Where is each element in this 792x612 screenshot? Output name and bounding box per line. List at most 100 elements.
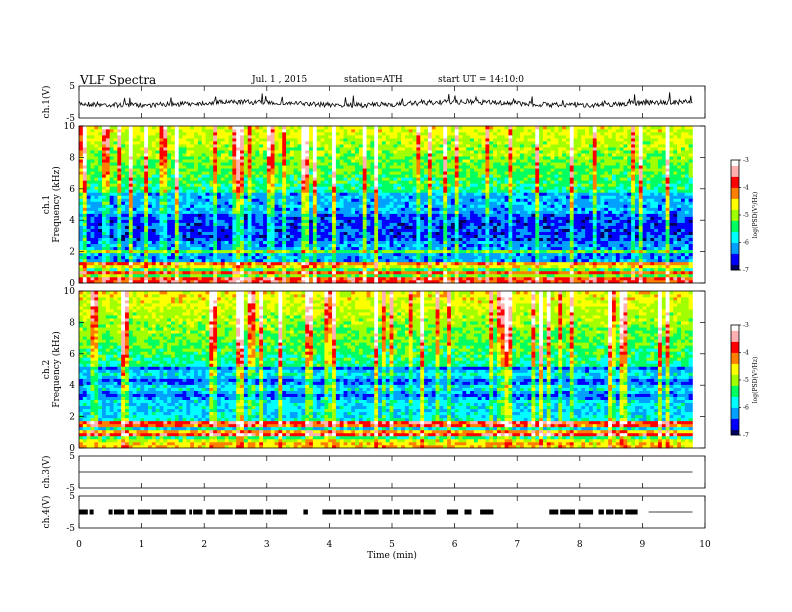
colorbar-tick-label: -6 (743, 240, 749, 247)
y-tick-label: 8 (69, 318, 75, 328)
colorbar-tick-label: -3 (743, 157, 749, 164)
waveform-block (303, 509, 308, 515)
ch2-colorbar: -3 -4 -5 -6 -7 log(PSD(V²/Hz) (730, 322, 759, 439)
x-tick-label: 0 (76, 540, 82, 550)
y-tick-label: 5 (69, 452, 75, 462)
y-tick-label: 6 (69, 185, 75, 195)
waveform-block (322, 509, 337, 515)
y-tick-label: 10 (64, 122, 76, 132)
y-axis-label: ch.3(V) (41, 456, 52, 489)
y-tick-label: 0 (69, 279, 75, 289)
waveform-block (108, 509, 113, 515)
waveform-block (614, 509, 623, 515)
y-tick-label: 5 (69, 82, 75, 92)
colorbar-tick-label: -5 (743, 377, 749, 384)
y-tick-label: 2 (69, 413, 75, 423)
spectrogram-frame (78, 125, 706, 284)
waveform-block (560, 509, 575, 515)
waveform-block (578, 509, 594, 515)
waveform-block (549, 509, 559, 515)
waveform-block (170, 509, 186, 515)
waveform-block (364, 509, 379, 515)
x-tick-label: 9 (640, 540, 646, 550)
ch2-spectrogram-panel: 0 2 4 6 8 10 ch.2Frequency (kHz) (42, 287, 706, 454)
y-tick-label: 10 (64, 287, 76, 297)
waveform-block (272, 509, 288, 515)
colorbar-label: log(PSD(V²/Hz) (752, 192, 759, 239)
waveform-block (206, 509, 215, 515)
colorbar-tick-label: -7 (743, 432, 749, 439)
waveform-block (606, 509, 614, 515)
waveform-trace (78, 92, 693, 109)
waveform-block (598, 509, 604, 515)
y-tick-label: 4 (69, 216, 75, 226)
y-axis-label: ch.1Frequency (kHz) (42, 166, 62, 243)
y-tick-label: -5 (66, 114, 75, 124)
waveform-block (151, 509, 167, 515)
colorbar-tick-label: -6 (743, 405, 749, 412)
waveform-block (403, 509, 414, 515)
x-tick-label: 5 (389, 540, 395, 550)
waveform-block (235, 509, 247, 515)
x-tick-label: 7 (514, 540, 520, 550)
x-tick-label: 3 (264, 540, 270, 550)
y-axis-label: ch.1(V) (41, 86, 52, 119)
colorbar-label: log(PSD(V²/Hz) (752, 357, 759, 404)
waveform-block (89, 509, 94, 515)
x-tick-label: 4 (327, 540, 333, 550)
ch1-waveform-panel: 5 -5 ch.1(V) (41, 82, 706, 124)
waveform-block (265, 509, 272, 515)
x-tick-label: 1 (139, 540, 145, 550)
waveform-block (464, 509, 472, 515)
ch3-waveform-panel: 5 -5 ch.3(V) (41, 452, 706, 494)
waveform-block (382, 509, 393, 515)
waveform-block (137, 509, 151, 515)
spectrogram-frame (78, 290, 706, 449)
x-tick-label: 2 (201, 540, 207, 550)
x-tick-label: 10 (699, 540, 711, 550)
waveform-block (127, 509, 135, 515)
date-label: Jul. 1 , 2015 (251, 75, 307, 85)
waveform-block (393, 509, 400, 515)
time-axis-label: Time (min) (367, 550, 417, 561)
waveform-block (218, 509, 233, 515)
ch1-spectrogram-panel: 0 2 4 6 8 10 ch.1Frequency (kHz) (42, 122, 706, 289)
y-tick-label: 5 (69, 492, 75, 502)
time-axis: 0 1 2 3 4 5 6 7 8 9 10 (76, 540, 711, 550)
waveform-block (189, 509, 192, 515)
waveform-block (354, 509, 361, 515)
waveform-block (249, 509, 264, 515)
y-tick-label: -5 (66, 484, 75, 494)
waveform-block (343, 509, 353, 515)
y-tick-label: 2 (69, 248, 75, 258)
y-tick-label: -5 (66, 524, 75, 534)
waveform-block (480, 509, 494, 515)
figure-title: VLF Spectra (79, 73, 156, 87)
waveform-block (114, 509, 125, 515)
colorbar-tick-label: -7 (743, 267, 749, 274)
y-axis-label: ch.2Frequency (kHz) (42, 331, 62, 408)
waveform-block (625, 509, 638, 515)
waveform-block (414, 509, 421, 515)
start-time-label: start UT = 14:10:0 (438, 75, 524, 85)
colorbar-tick-label: -4 (743, 350, 749, 357)
ch4-waveform-panel: 5 -5 ch.4(V) (41, 492, 706, 534)
x-tick-label: 8 (577, 540, 583, 550)
y-axis-label: ch.4(V) (41, 496, 52, 529)
x-tick-label: 6 (452, 540, 458, 550)
colorbar-tick-label: -5 (743, 212, 749, 219)
waveform-block (423, 509, 436, 515)
y-tick-label: 6 (69, 350, 75, 360)
station-label: station=ATH (344, 75, 403, 85)
y-tick-label: 8 (69, 153, 75, 163)
colorbar-tick-label: -4 (743, 185, 749, 192)
y-tick-label: 0 (69, 444, 75, 454)
ch1-colorbar: -3 -4 -5 -6 -7 log(PSD(V²/Hz) (730, 157, 759, 274)
y-tick-label: 4 (69, 381, 75, 391)
waveform-block (446, 509, 459, 515)
waveform-block (338, 509, 342, 515)
waveform-block (193, 509, 203, 515)
colorbar-tick-label: -3 (743, 322, 749, 329)
waveform-block (79, 509, 88, 515)
